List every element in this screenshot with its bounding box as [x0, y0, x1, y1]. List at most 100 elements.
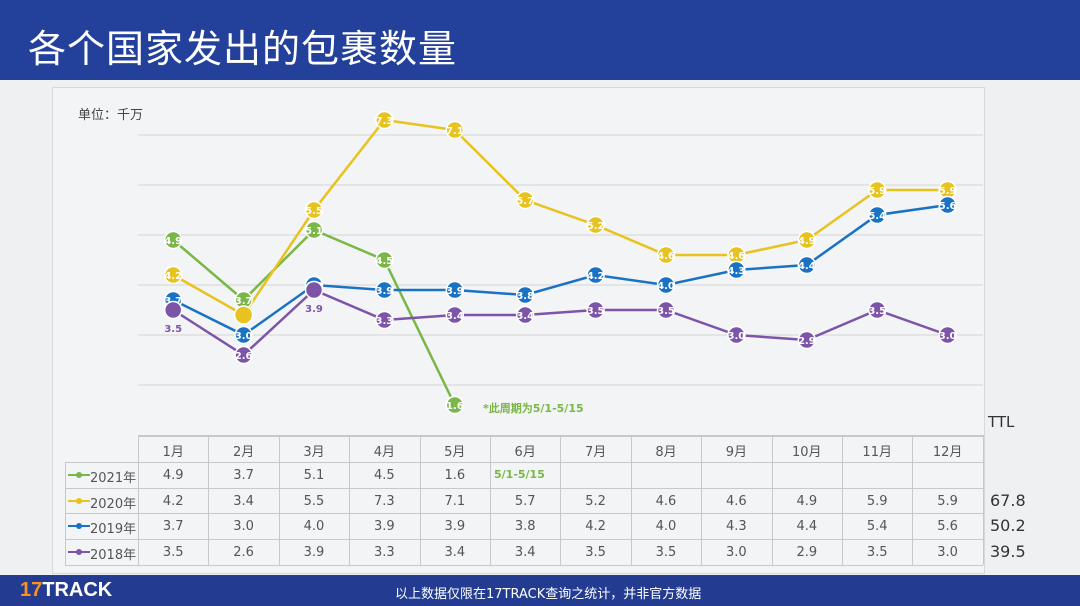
data-label: 5.9	[939, 186, 957, 197]
data-point	[375, 110, 394, 130]
data-point	[234, 345, 253, 365]
series-line	[172, 118, 948, 317]
table-col-rule	[842, 435, 843, 565]
table-cell: 5.5	[303, 494, 325, 509]
data-point	[797, 255, 817, 275]
column-header: 6月	[514, 445, 536, 460]
disclaimer-text: 以上数据仅限在17TRACK查询之统计，并非官方数据	[395, 587, 702, 602]
data-label: 3.9	[376, 286, 394, 297]
table-cell: 3.0	[233, 519, 254, 534]
data-label: 4.9	[164, 236, 182, 247]
table-cell: 4.4	[796, 519, 818, 534]
column-header: 10月	[792, 445, 822, 460]
column-header: 12月	[932, 445, 963, 460]
table-cell: 3.0	[726, 545, 747, 560]
data-label: 4.0	[657, 281, 675, 292]
table-note: 5/1-5/15	[494, 468, 545, 481]
table-cell: 4.6	[726, 494, 747, 509]
data-label: 3.0	[939, 331, 957, 342]
header-bar: 各个国家发出的包裹数量	[0, 0, 1080, 80]
annotation: *此周期为5/1-5/15	[483, 401, 584, 415]
data-label: 4.9	[798, 236, 816, 247]
data-point	[938, 195, 957, 215]
table-cell: 3.4	[233, 494, 254, 509]
data-label: 3.5	[657, 306, 675, 317]
data-point	[304, 280, 324, 300]
table-rule	[65, 513, 983, 514]
data-point	[727, 325, 746, 345]
table-cell: 3.7	[162, 519, 184, 534]
data-label: 3.9	[446, 286, 464, 297]
unit-label: 单位：千万	[78, 108, 144, 123]
table-cell: 1.6	[444, 468, 466, 483]
table-rule	[65, 462, 983, 463]
data-point	[938, 325, 957, 345]
data-label: 4.6	[728, 251, 746, 262]
column-header: 11月	[862, 445, 892, 460]
table-col-rule	[982, 435, 984, 565]
data-label: 5.6	[939, 201, 957, 212]
ttl-value: 39.5	[990, 542, 1026, 561]
column-header: 3月	[303, 445, 325, 460]
data-label: 3.4	[446, 311, 464, 322]
data-label: 7.3	[376, 116, 394, 127]
data-label: 5.5	[305, 206, 323, 217]
table-cell: 3.7	[233, 468, 254, 483]
data-point	[163, 230, 183, 250]
data-point	[867, 180, 887, 200]
table-cell: 3.5	[162, 545, 184, 560]
legend-label: 2020年	[90, 497, 137, 512]
table-cell: 3.5	[655, 545, 677, 560]
table-col-rule	[138, 435, 139, 565]
table-cell: 4.0	[655, 519, 677, 534]
data-label: 5.7	[516, 196, 534, 207]
data-label: 2.9	[798, 336, 816, 347]
data-label: 3.5	[868, 306, 886, 317]
data-point	[656, 300, 676, 320]
column-header: 4月	[373, 445, 396, 460]
data-point	[375, 280, 394, 300]
table-cell: 2.9	[796, 545, 818, 560]
data-point	[515, 285, 535, 305]
data-label: 4.4	[798, 261, 816, 272]
legend-marker	[76, 498, 82, 504]
table-cell: 3.5	[866, 545, 888, 560]
data-point	[375, 250, 394, 270]
column-header: 1月	[162, 445, 184, 460]
table-cell: 5.9	[866, 494, 888, 509]
legend-label: 2019年	[90, 522, 137, 537]
data-label: 3.0	[235, 331, 253, 342]
brand-logo: 17TRACK	[20, 579, 112, 602]
data-label: 3.5	[587, 306, 605, 317]
table-cell: 3.9	[444, 519, 466, 534]
data-label: 3.5	[164, 324, 182, 335]
data-point	[163, 265, 183, 285]
table-cell: 7.3	[374, 494, 395, 509]
table-cell: 7.1	[444, 494, 466, 509]
data-point	[656, 275, 676, 295]
table-cell: 3.5	[585, 545, 606, 560]
data-label: 5.4	[868, 211, 886, 222]
table-cell: 4.9	[796, 494, 818, 509]
column-header: 8月	[655, 445, 677, 460]
data-point	[656, 245, 676, 265]
table-cell: 4.3	[726, 519, 747, 534]
data-label: 5.2	[587, 221, 605, 232]
table-cell: 4.6	[655, 494, 677, 509]
table-col-rule	[419, 435, 421, 565]
table-col-rule	[65, 462, 66, 565]
data-label: 3.4	[516, 311, 534, 322]
data-point	[445, 305, 465, 325]
series-line	[172, 203, 948, 337]
table-col-rule	[278, 435, 280, 565]
table-col-rule	[208, 435, 210, 565]
data-point	[445, 395, 465, 415]
column-header: 2月	[232, 445, 255, 460]
ttl-value: 67.8	[990, 491, 1026, 510]
data-label: 4.6	[657, 251, 675, 262]
logo-accent: 17	[20, 579, 43, 601]
data-point	[445, 120, 465, 140]
table-col-rule	[701, 435, 703, 565]
data-label: 3.7	[235, 296, 253, 307]
